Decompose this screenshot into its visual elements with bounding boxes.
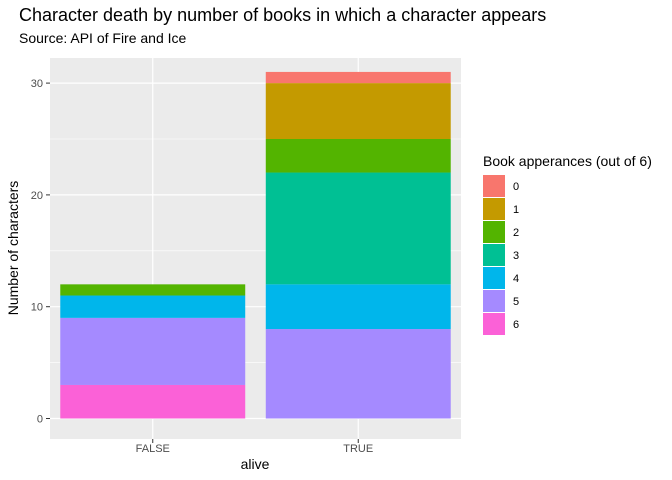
legend-label: 6	[513, 319, 519, 331]
y-tick-label: 30	[31, 78, 43, 90]
x-axis: FALSE TRUE	[136, 439, 373, 455]
bar-segment	[60, 384, 246, 419]
y-tick-label: 0	[37, 414, 43, 426]
bar-segment	[265, 329, 451, 419]
y-tick-label: 20	[31, 190, 43, 202]
bar-segment	[60, 317, 246, 385]
legend-key	[483, 313, 505, 335]
x-axis-title: alive	[241, 456, 270, 472]
x-tick-label: TRUE	[343, 443, 373, 455]
legend-key	[483, 221, 505, 243]
legend-key	[483, 244, 505, 266]
legend-label: 3	[513, 250, 519, 262]
legend-key	[483, 267, 505, 289]
legend-key	[483, 198, 505, 220]
y-axis-title: Number of characters	[5, 181, 21, 316]
chart-title: Character death by number of books in wh…	[19, 5, 546, 25]
legend-label: 0	[513, 181, 519, 193]
legend-title: Book apperances (out of 6)	[483, 153, 652, 169]
bars	[60, 71, 451, 419]
bar-segment	[60, 284, 246, 296]
legend-key	[483, 290, 505, 312]
x-tick-label: FALSE	[136, 443, 170, 455]
y-axis: 0 10 20 30	[31, 78, 50, 426]
bar-segment	[265, 284, 451, 330]
bar-segment	[265, 71, 451, 84]
legend-label: 5	[513, 296, 519, 308]
legend-label: 4	[513, 273, 519, 285]
legend-label: 2	[513, 227, 519, 239]
legend: 0 1 2 3 4 5 6	[483, 175, 519, 335]
bar-segment	[265, 139, 451, 173]
legend-key	[483, 175, 505, 197]
bar-segment	[60, 295, 246, 318]
legend-label: 1	[513, 204, 519, 216]
bar-segment	[265, 172, 451, 285]
bar-segment	[265, 83, 451, 139]
chart-subtitle: Source: API of Fire and Ice	[19, 30, 187, 46]
y-tick-label: 10	[31, 302, 43, 314]
